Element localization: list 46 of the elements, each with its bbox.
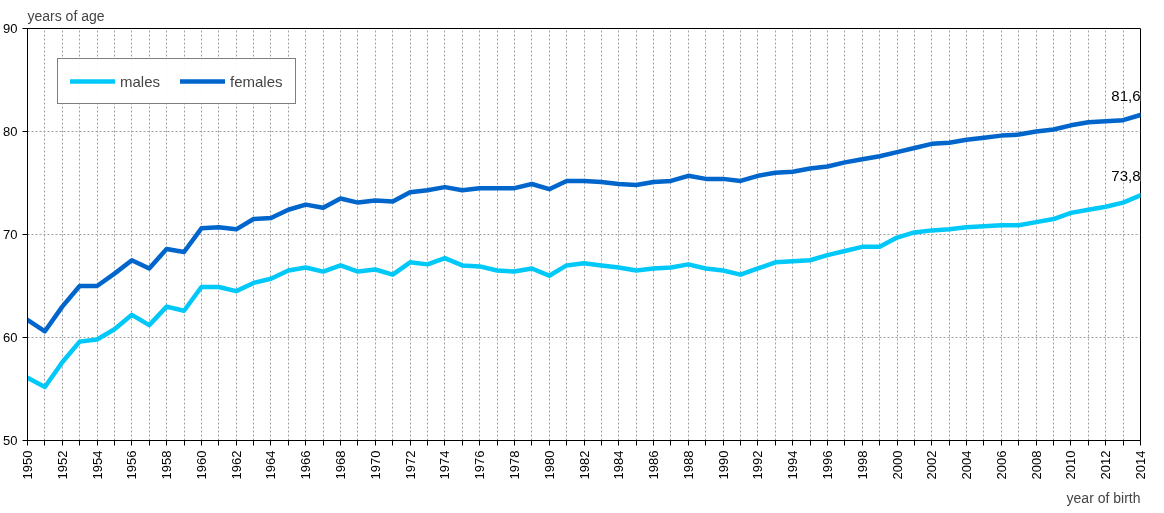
x-tick-label: 1966 [298,450,314,480]
y-tick-label: 60 [3,330,18,345]
x-tick-label: 2002 [924,450,940,480]
x-tick-label: 2008 [1028,450,1044,480]
x-tick-label: 1988 [680,450,696,480]
line-series [27,193,1141,390]
x-tick-label: 1984 [611,450,627,480]
x-tick-label: 1990 [715,450,731,480]
x-tick-label: 2014 [1133,450,1148,480]
x-tick-label: 2000 [889,450,905,480]
x-tick-label: 1980 [541,450,557,480]
x-tick-label: 1992 [750,450,766,480]
x-axis-title: year of birth [1066,489,1141,506]
x-tick-label: 1996 [819,450,835,480]
x-tick-label: 2012 [1098,450,1114,480]
y-tick-label: 90 [3,21,18,36]
x-tick-label: 1962 [228,450,244,480]
x-tick-label: 1998 [854,450,870,480]
x-tick-label: 1982 [576,450,592,480]
line-series [27,112,1141,334]
x-tick-label: 1964 [263,450,279,480]
x-tick-label: 1970 [367,450,383,480]
x-tick-label: 1952 [54,450,70,480]
x-tick-label: 2006 [993,450,1009,480]
y-tick-label: 80 [3,124,18,139]
x-tick-label: 2010 [1063,450,1079,480]
data-label: 73,8 [1111,167,1141,185]
legend-label: males [120,72,161,90]
y-tick-label: 70 [3,227,18,242]
x-tick-label: 1956 [124,450,140,480]
x-tick-label: 1968 [333,450,349,480]
x-tick-label: 1974 [437,450,453,480]
data-label: 81,6 [1111,87,1141,105]
x-tick-label: 2004 [959,450,975,480]
x-tick-label: 1976 [472,450,488,480]
legend-label: females [230,72,283,90]
x-tick-label: 1994 [785,450,801,480]
x-tick-label: 1978 [506,450,522,480]
y-tick-label: 50 [3,433,18,448]
x-tick-label: 1960 [193,450,209,480]
x-tick-label: 1950 [20,450,35,480]
x-tick-label: 1954 [89,450,105,480]
x-tick-label: 1972 [402,450,418,480]
x-tick-label: 1958 [159,450,175,480]
x-tick-label: 1986 [646,450,662,480]
y-axis-title: years of age [27,7,105,24]
